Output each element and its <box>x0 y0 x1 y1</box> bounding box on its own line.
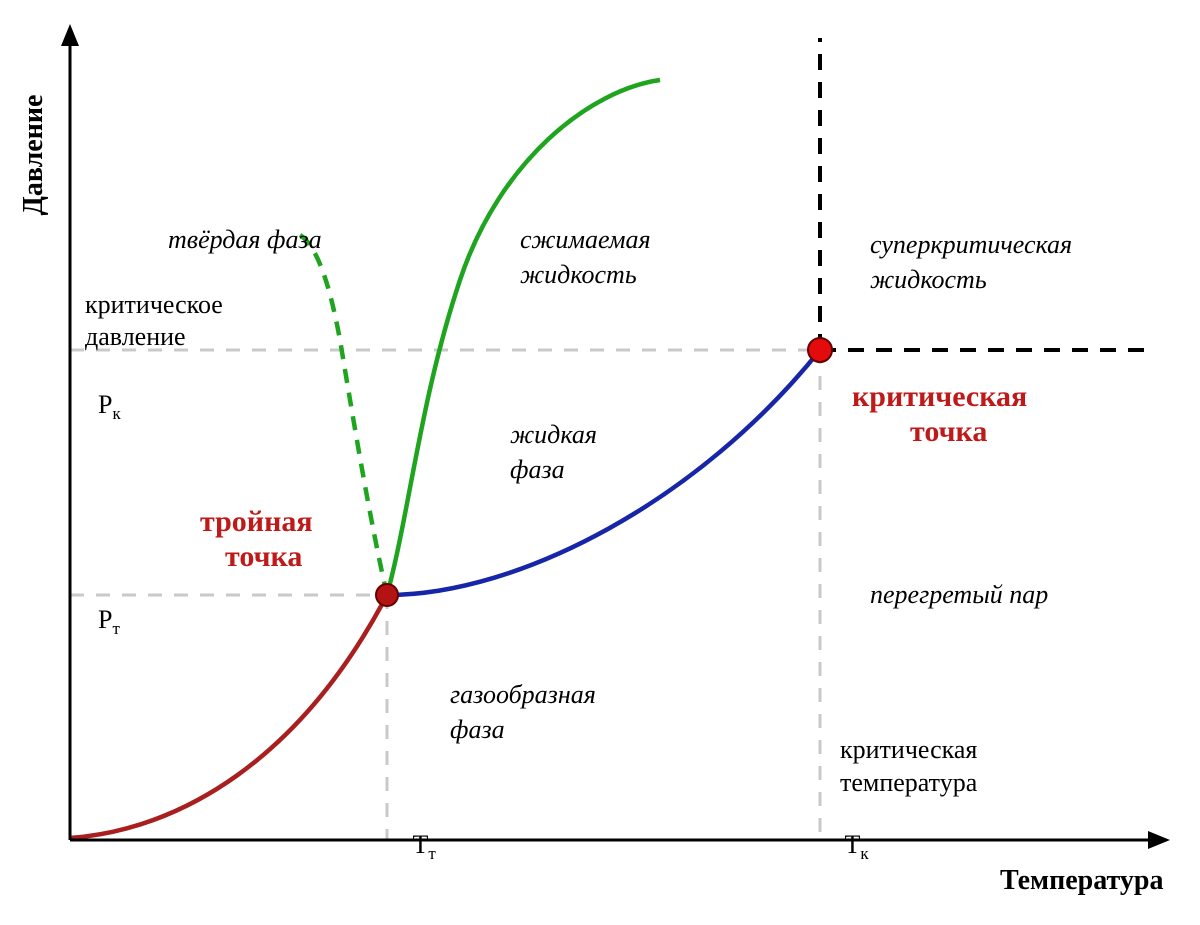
guide-lines-gray <box>70 350 820 840</box>
phase-diagram-stage: Давление Температура Pк Pт Tт Tк твёрдая… <box>0 0 1200 925</box>
label-gas-l1: газообразная <box>450 680 596 710</box>
label-crit-temp-l1: критическая <box>840 735 977 765</box>
label-crit-temp-l2: температура <box>840 768 977 798</box>
label-triple-point-l2: точка <box>225 540 302 574</box>
tick-Tt: Tт <box>400 800 436 864</box>
label-liquid-l2: фаза <box>510 455 565 485</box>
label-critical-point-l2: точка <box>910 415 987 449</box>
label-crit-pressure-l1: критическое <box>85 290 223 320</box>
label-crit-pressure-l2: давление <box>85 322 186 352</box>
label-solid-phase: твёрдая фаза <box>168 225 322 255</box>
phase-diagram-svg: Давление <box>0 0 1200 925</box>
tick-Tk: Tк <box>832 800 869 864</box>
label-triple-point-l1: тройная <box>200 505 313 539</box>
label-superheated: перегретый пар <box>870 580 1048 610</box>
label-gas-l2: фаза <box>450 715 505 745</box>
guide-lines-black <box>820 38 1155 350</box>
critical-point-marker <box>808 338 832 362</box>
label-critical-point-l1: критическая <box>852 380 1027 414</box>
label-supercritical-l2: жидкость <box>870 265 987 295</box>
label-supercritical-l1: суперкритическая <box>870 230 1072 260</box>
y-axis-title: Давление <box>18 95 49 216</box>
tick-Pt: Pт <box>85 575 120 639</box>
label-compressible-l2: жидкость <box>520 260 637 290</box>
melting-curve-dashed <box>300 235 387 595</box>
tick-Pk: Pк <box>85 360 121 424</box>
x-axis-title: Температура <box>1000 865 1163 897</box>
axes <box>61 24 1170 849</box>
label-liquid-l1: жидкая <box>510 420 597 450</box>
vaporization-curve <box>387 350 820 595</box>
triple-point-marker <box>376 584 398 606</box>
melting-curve-solid <box>387 80 660 595</box>
label-compressible-l1: сжимаемая <box>520 225 651 255</box>
